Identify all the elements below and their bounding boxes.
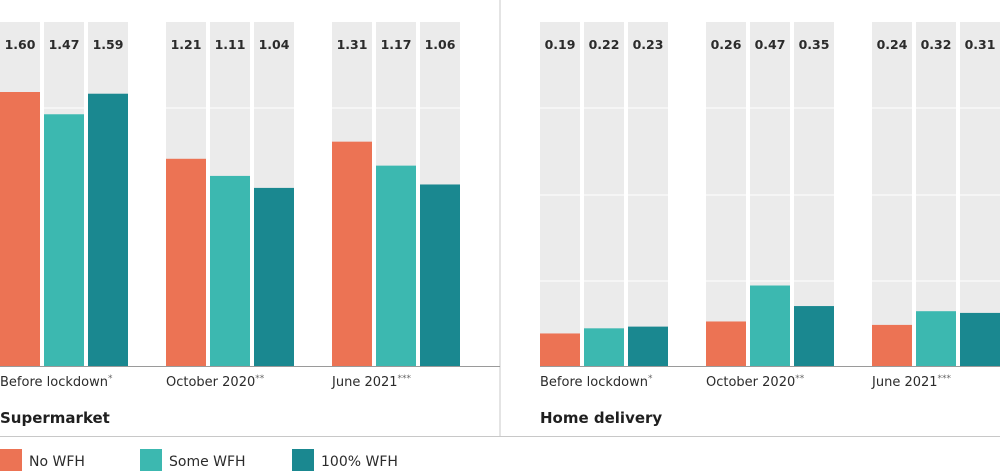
category-label: Before lockdown*: [0, 374, 113, 390]
data-label: 0.22: [589, 37, 620, 52]
panel-title: Supermarket: [0, 409, 110, 427]
category-label: Before lockdown*: [540, 374, 653, 390]
data-label: 1.11: [215, 37, 246, 52]
legend-swatch: [140, 449, 162, 471]
bar-some-wfh: [584, 328, 624, 366]
bar-100-wfh: [88, 93, 128, 367]
data-label: 1.59: [93, 37, 124, 52]
data-label: 1.47: [49, 37, 80, 52]
data-label: 0.26: [711, 37, 742, 52]
bar-no-wfh: [872, 324, 912, 366]
legend-item-some-wfh: Some WFH: [140, 449, 246, 471]
data-label: 0.24: [877, 37, 908, 52]
bar-no-wfh: [332, 141, 372, 366]
bar-some-wfh: [750, 285, 790, 366]
legend-item-100-wfh: 100% WFH: [292, 449, 398, 471]
bar-some-wfh: [44, 114, 84, 366]
data-label: 1.06: [425, 37, 456, 52]
bar-100-wfh: [794, 306, 834, 366]
bar-100-wfh: [254, 187, 294, 366]
bar-no-wfh: [706, 321, 746, 366]
bar-some-wfh: [210, 175, 250, 366]
bar-no-wfh: [166, 158, 206, 366]
data-label: 1.04: [259, 37, 290, 52]
data-label: 0.31: [965, 37, 996, 52]
legend-label: Some WFH: [169, 454, 246, 470]
bar-no-wfh: [0, 92, 40, 366]
data-label: 0.19: [545, 37, 576, 52]
data-label: 0.32: [921, 37, 952, 52]
legend-swatch: [292, 449, 314, 471]
data-label: 0.23: [633, 37, 664, 52]
panel-supermarket: 1.60 1.47 1.59 Before lockdown* 1.21 1.11 1.04…: [0, 22, 500, 427]
legend-item-no-wfh: No WFH: [0, 449, 85, 471]
category-label: October 2020**: [706, 374, 805, 390]
bar-100-wfh: [960, 312, 1000, 366]
bar-some-wfh: [916, 311, 956, 366]
bar-track: [960, 22, 1000, 366]
legend-label: 100% WFH: [321, 454, 398, 470]
bar-track: [916, 22, 956, 366]
data-label: 1.31: [337, 37, 368, 52]
category-label: June 2021***: [331, 374, 412, 390]
bar-track: [584, 22, 624, 366]
bar-track: [540, 22, 580, 366]
panel-home-delivery: 0.19 0.22 0.23 Before lockdown* 0.26 0.47 0.35…: [540, 22, 1000, 427]
bar-some-wfh: [376, 165, 416, 366]
bar-track: [628, 22, 668, 366]
category-label: October 2020**: [166, 374, 265, 390]
legend: No WFH Some WFH 100% WFH: [0, 449, 398, 471]
bar-100-wfh: [420, 184, 460, 366]
data-label: 1.17: [381, 37, 412, 52]
data-label: 0.35: [799, 37, 830, 52]
panel-title: Home delivery: [540, 409, 662, 427]
bar-no-wfh: [540, 333, 580, 366]
legend-swatch: [0, 449, 22, 471]
bar-track: [872, 22, 912, 366]
bar-track: [706, 22, 746, 366]
data-label: 1.21: [171, 37, 202, 52]
bar-100-wfh: [628, 326, 668, 366]
data-label: 0.47: [755, 37, 786, 52]
category-label: June 2021***: [871, 374, 952, 390]
data-label: 1.60: [5, 37, 36, 52]
legend-label: No WFH: [29, 454, 85, 470]
